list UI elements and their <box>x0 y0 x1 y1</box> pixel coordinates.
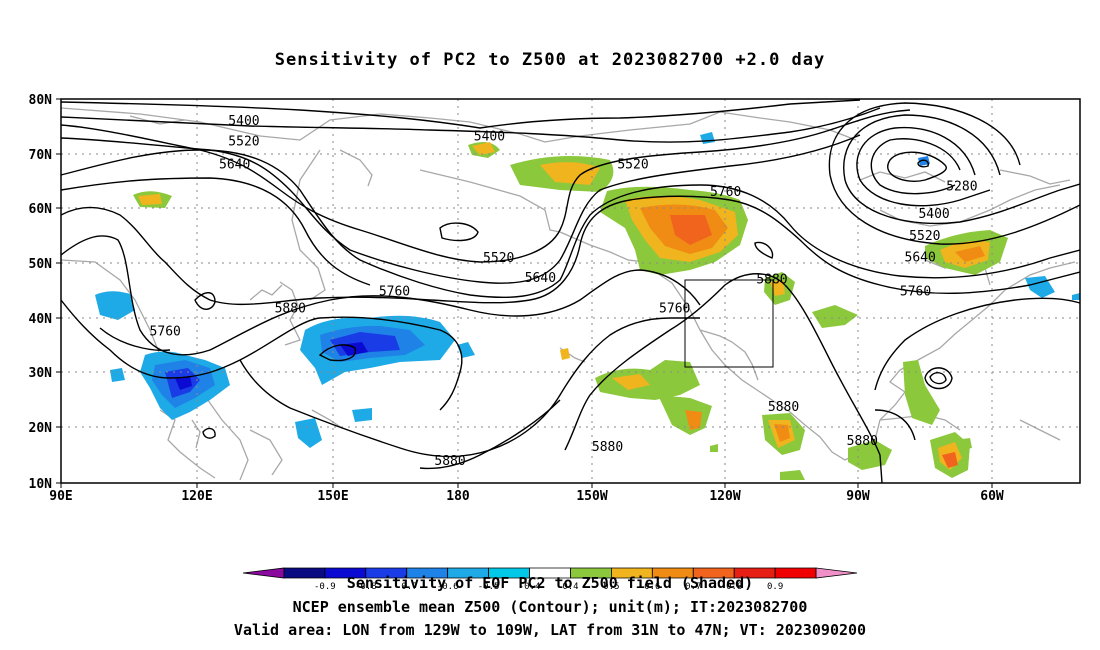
lat-label: 60N <box>29 202 53 217</box>
colorbar-tick-label: 0.9 <box>767 582 783 592</box>
colorbar-tick-label: -0.6 <box>437 582 459 592</box>
footer-line-1: Sensitivity of EOF PC2 to Z500 field (Sh… <box>346 574 754 592</box>
lat-label: 70N <box>29 148 53 163</box>
contour-label: 5640 <box>525 271 556 286</box>
lat-label: 80N <box>29 93 53 108</box>
contour-label: 5880 <box>275 301 306 316</box>
colorbar: -0.9 -0.8 -0.7 -0.6 -0.5 -0.4 0.4 0.5 0.6 0.7 0.8 0… <box>242 567 858 592</box>
contour-label: 5760 <box>659 301 690 316</box>
lon-label: 120W <box>709 489 740 504</box>
lon-label: 120E <box>181 489 212 504</box>
lon-label: 180 <box>446 489 470 504</box>
lon-label: 150E <box>317 489 348 504</box>
colorbar-tick-label: -0.9 <box>314 582 336 592</box>
lon-label: 90E <box>49 489 72 504</box>
valid-area-box <box>684 279 774 368</box>
lat-label: 40N <box>29 312 53 327</box>
colorbar-tick-label: -0.7 <box>396 582 418 592</box>
contour-label: 5880 <box>592 440 623 455</box>
colorbar-tick-label: 0.5 <box>603 582 619 592</box>
colorbar-tick-label: 0.8 <box>726 582 742 592</box>
lat-label: 50N <box>29 257 53 272</box>
contour-label: 5760 <box>900 284 931 299</box>
contour-label: 5400 <box>474 130 505 145</box>
tick-marks <box>56 98 993 488</box>
footer-line-3: Valid area: LON from 129W to 109W, LAT f… <box>233 621 867 639</box>
colorbar-tick-label: 0.4 <box>562 582 578 592</box>
contour-label: 5880 <box>768 400 799 415</box>
footer-line-2: NCEP ensemble mean Z500 (Contour); unit(… <box>292 598 808 616</box>
colorbar-swatch <box>815 567 858 579</box>
contour-label: 5880 <box>434 454 465 469</box>
colorbar-tick-label: -0.8 <box>355 582 377 592</box>
contour-label: 5520 <box>909 229 940 244</box>
map-title: Sensitivity of PC2 to Z500 at 2023082700… <box>274 50 826 70</box>
negative-sensitivity-shading <box>95 132 1080 448</box>
contour-label: 5760 <box>150 324 181 339</box>
lat-label: 30N <box>29 366 53 381</box>
colorbar-tick-label: 0.6 <box>644 582 660 592</box>
colorbar-tick-label: -0.5 <box>478 582 500 592</box>
map-frame <box>60 98 1081 484</box>
lon-label: 150W <box>576 489 607 504</box>
lat-label: 10N <box>29 477 53 492</box>
lat-label: 20N <box>29 421 53 436</box>
contour-labels: 5400 5520 5640 5400 5520 5760 5280 5400 5520 5640… <box>150 114 978 469</box>
contour-label: 5880 <box>756 272 787 287</box>
colorbar-tick-label: 0.7 <box>685 582 701 592</box>
contour-label: 5520 <box>483 251 514 266</box>
contour-label: 5400 <box>918 207 949 222</box>
contour-label: 5520 <box>617 158 648 173</box>
contour-label: 5760 <box>379 284 410 299</box>
positive-sensitivity-shading <box>133 141 1008 480</box>
z500-contours <box>61 99 1080 483</box>
lon-label: 90W <box>846 489 870 504</box>
contour-label: 5760 <box>710 185 741 200</box>
contour-label: 5520 <box>228 135 259 150</box>
contour-label: 5640 <box>219 158 250 173</box>
contour-label: 5280 <box>946 180 977 195</box>
lon-label: 60W <box>980 489 1004 504</box>
colorbar-tick-label: -0.4 <box>519 582 541 592</box>
contour-label: 5880 <box>847 434 878 449</box>
contour-label: 5640 <box>905 250 936 265</box>
contour-label: 5400 <box>228 114 259 129</box>
